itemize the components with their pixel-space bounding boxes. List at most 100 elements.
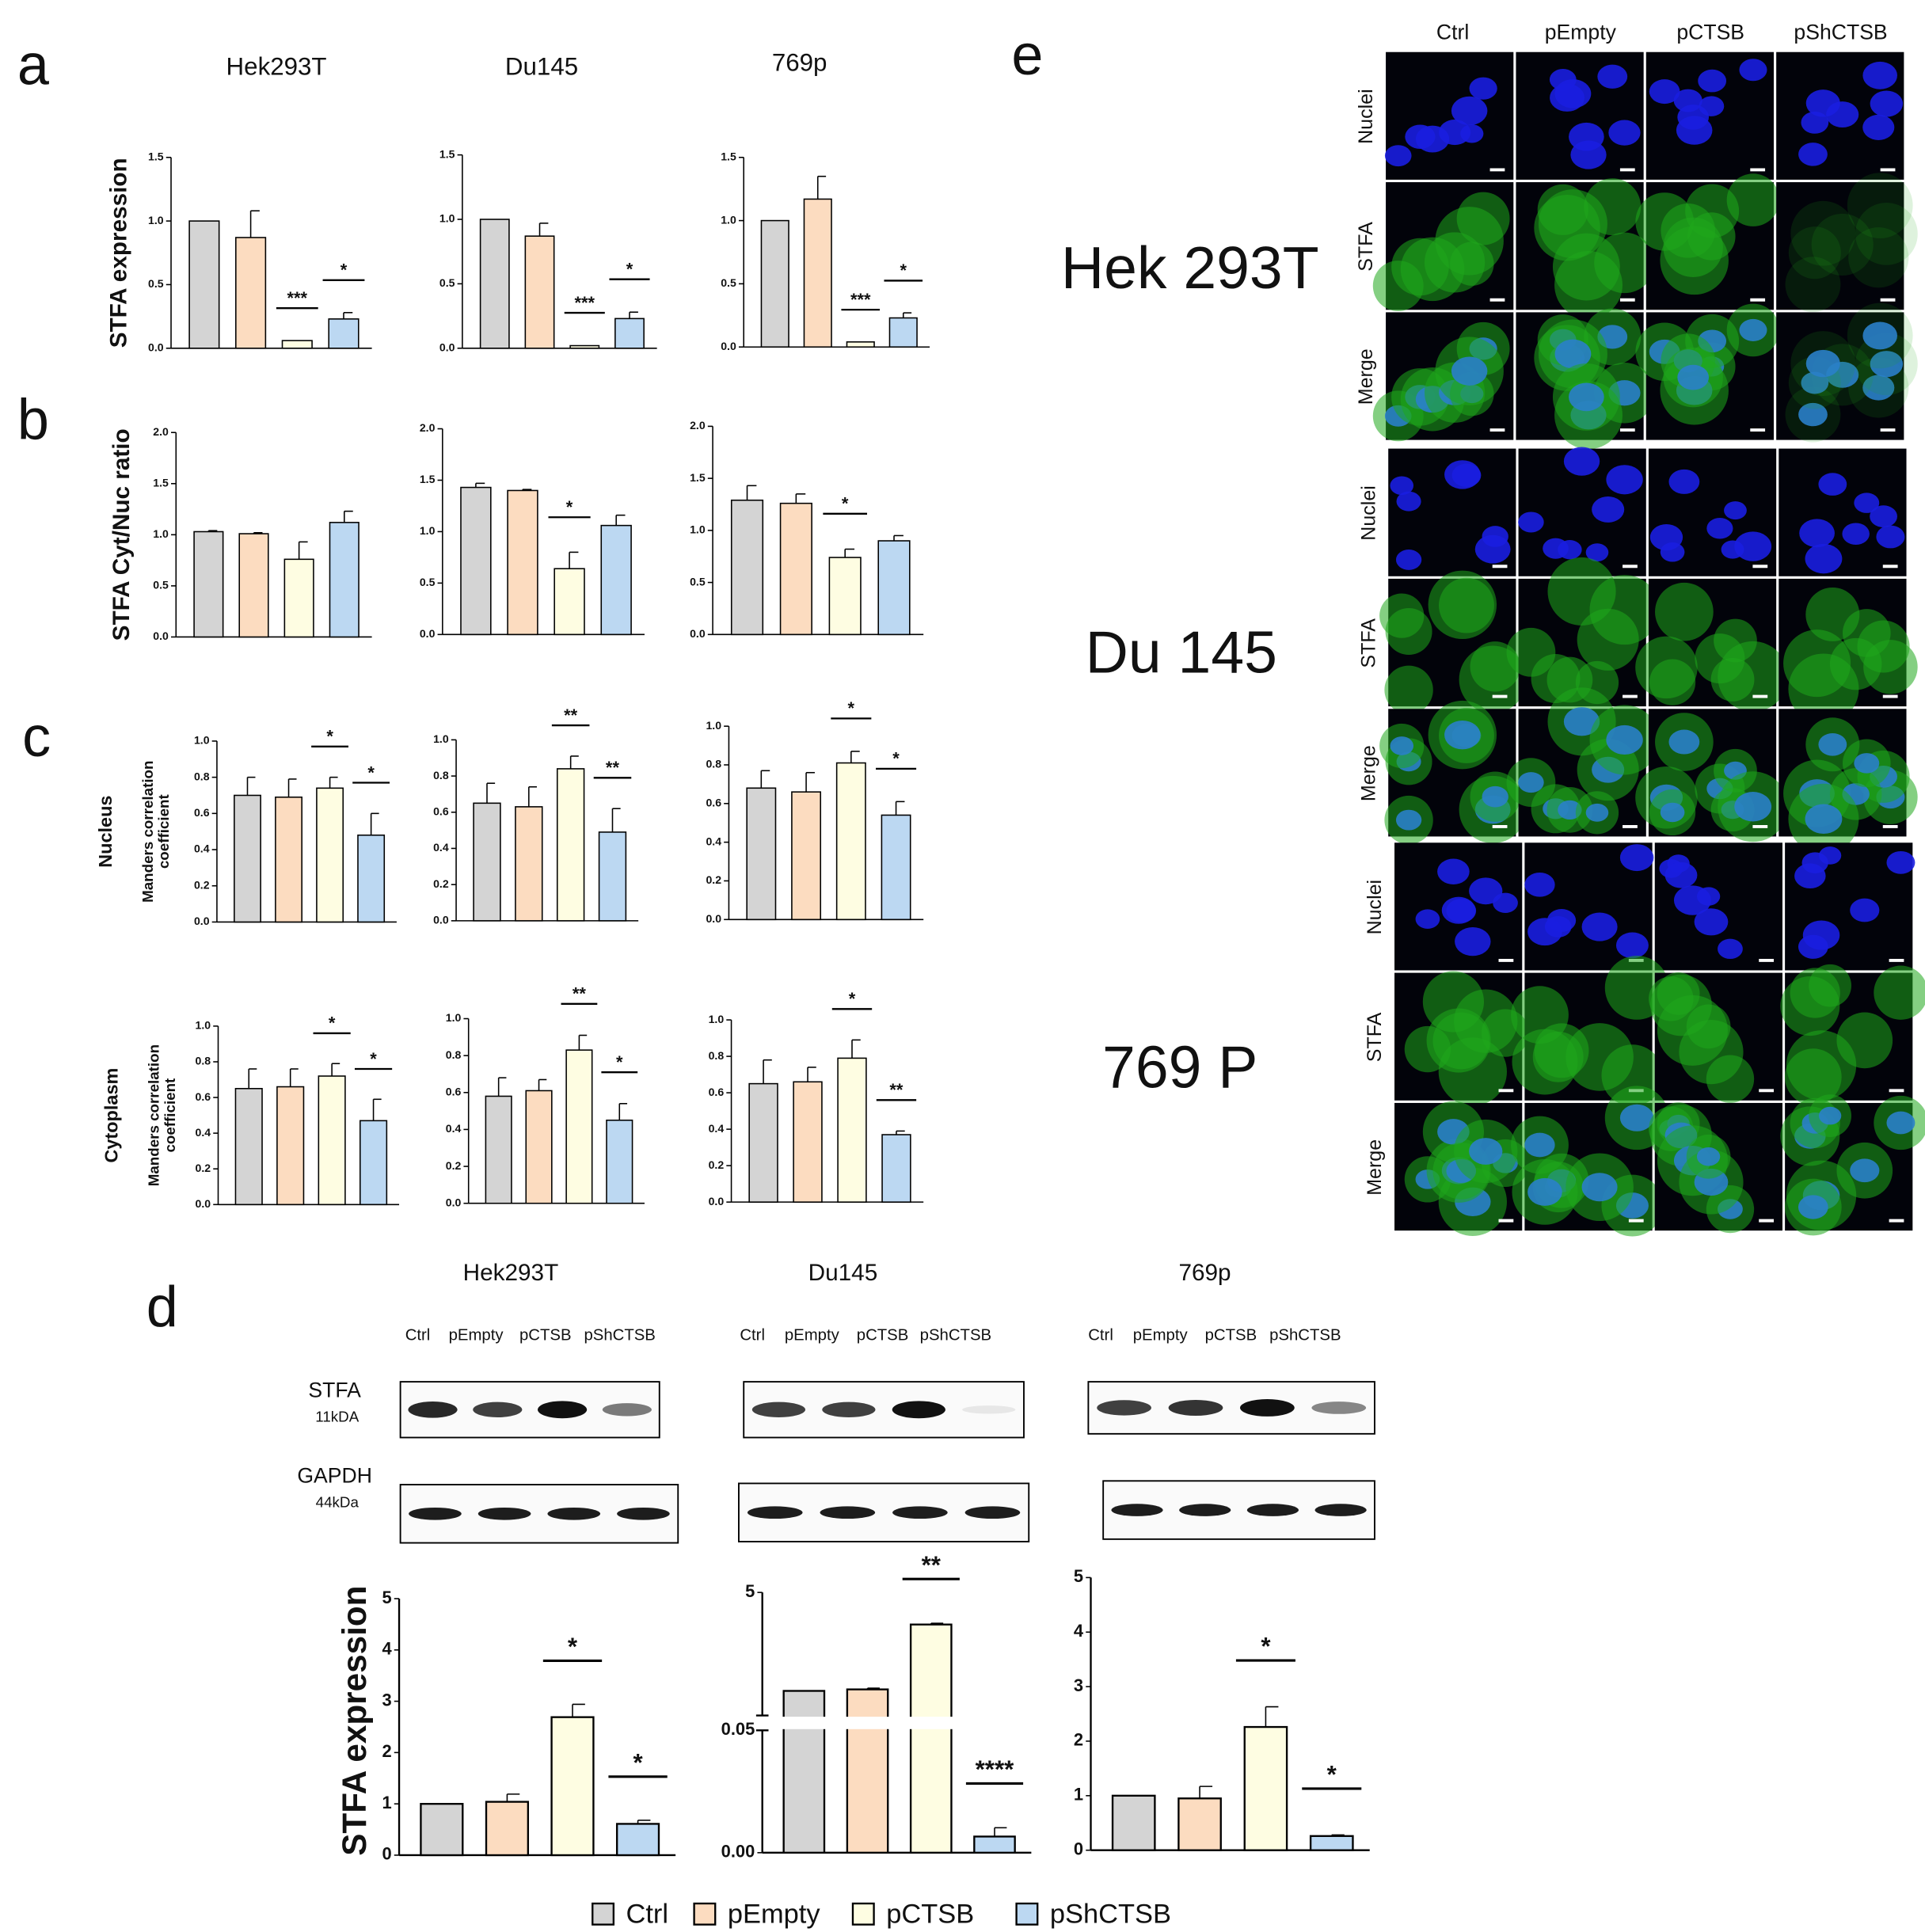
stain-blue: [1668, 469, 1700, 494]
stain-blue: [1518, 512, 1544, 533]
column-label: pShCTSB: [1794, 20, 1887, 44]
stain-blue: [1818, 473, 1847, 496]
legend-label: pCTSB: [886, 1900, 974, 1930]
lane-label: pShCTSB: [584, 1327, 655, 1344]
y-tick-label: 0.2: [194, 878, 210, 891]
error-bar: [569, 755, 579, 769]
error-bar: [506, 1793, 520, 1802]
stain-blue: [1444, 720, 1481, 750]
stain-blue: [1850, 1158, 1880, 1183]
channel-label: Merge: [1364, 1139, 1386, 1196]
y-tick-label: 0.8: [194, 770, 210, 782]
legend-swatch: [592, 1902, 615, 1926]
bar: [881, 814, 911, 921]
bar: [420, 1802, 464, 1857]
stain-blue: [1694, 908, 1729, 936]
micrograph: [1379, 700, 1527, 845]
y-tick-label: 0.6: [706, 797, 721, 809]
error-bar: [618, 1103, 628, 1120]
y-tick-label: 0.5: [420, 576, 436, 588]
bar: [835, 762, 866, 921]
y-tick-label: 1: [382, 1793, 391, 1812]
blot-band: [409, 1507, 462, 1520]
stain-blue: [1396, 491, 1421, 512]
error-bar: [902, 312, 912, 318]
stain-blue: [1854, 753, 1880, 774]
stain-blue: [1805, 804, 1843, 835]
y-tick-label: 0.2: [706, 873, 721, 886]
error-bar: [572, 1703, 585, 1717]
stain-blue: [1581, 1173, 1618, 1202]
channel-label: Nuclei: [1364, 880, 1386, 935]
error-bar: [249, 210, 260, 238]
blot-size-label: 44kDa: [316, 1493, 360, 1510]
bar: [760, 219, 789, 348]
stain-blue: [1854, 493, 1880, 513]
stain-blue: [1870, 505, 1897, 528]
micrograph: [1384, 51, 1514, 180]
stain-blue: [1850, 898, 1880, 922]
micrograph: [1776, 51, 1904, 180]
cell-line-label: Hek 293T: [1061, 234, 1319, 301]
stain-green: [1589, 575, 1660, 645]
y-tick-label: 0.5: [439, 276, 455, 289]
micrograph: [1779, 709, 1918, 854]
y-tick-label: 1.0: [433, 732, 449, 745]
stain-blue: [1395, 809, 1422, 831]
y-tick-label: 1.0: [194, 734, 210, 747]
bar: [746, 787, 777, 921]
blot-band: [408, 1401, 458, 1418]
significance-label: **: [889, 1080, 904, 1100]
error-bar: [896, 1130, 905, 1135]
micrograph: [1776, 173, 1918, 313]
lane-label: Ctrl: [405, 1327, 431, 1344]
stain-blue: [1818, 846, 1842, 865]
blot-size-label: 11kDA: [315, 1408, 359, 1424]
bar: [1309, 1835, 1354, 1851]
bar: [846, 341, 875, 348]
stain-blue: [1660, 542, 1685, 562]
blot-band: [892, 1506, 948, 1519]
y-tick-label: 1.5: [721, 150, 736, 162]
lane-label: Ctrl: [1088, 1327, 1113, 1344]
y-tick-label: 0.5: [690, 575, 706, 588]
stain-green: [1512, 1029, 1578, 1095]
y-tick-label: 2: [382, 1741, 391, 1761]
stain-green: [1784, 1048, 1842, 1105]
blot-band: [964, 1506, 1021, 1519]
column-label: pCTSB: [1676, 20, 1744, 44]
y-axis-label: STFA expression: [106, 158, 132, 348]
group-label: Cytoplasm: [101, 1068, 122, 1163]
significance-label: *: [340, 261, 348, 280]
stain-blue: [1842, 523, 1870, 546]
stain-blue: [1805, 89, 1840, 117]
stain-blue: [1649, 79, 1680, 105]
bar: [485, 1095, 512, 1204]
stain-blue: [1799, 519, 1835, 548]
stain-blue: [1592, 496, 1625, 523]
y-axis-label: Manders correlation: [139, 761, 156, 903]
significance-label: *: [842, 494, 849, 514]
y-axis-label: STFA Cyt/Nuc ratio: [108, 428, 135, 641]
bar: [357, 834, 386, 923]
y-tick-label: 0.0: [706, 912, 721, 925]
y-tick-label: 0.8: [446, 1048, 462, 1061]
error-bar: [329, 776, 338, 789]
panel-label: d: [146, 1276, 178, 1339]
stain-blue: [1460, 124, 1484, 143]
micrograph: [1394, 1101, 1530, 1236]
panel-label: c: [22, 705, 51, 769]
stain-blue: [1606, 465, 1643, 495]
y-tick-label: 1.0: [709, 1013, 725, 1025]
bar: [281, 340, 313, 349]
error-bar: [629, 311, 638, 319]
bar: [846, 1688, 889, 1854]
error-bar: [760, 770, 770, 789]
stain-blue: [1608, 120, 1641, 146]
bar: [507, 489, 538, 636]
y-tick-label: 2: [1074, 1730, 1083, 1750]
channel-label: Nuclei: [1355, 89, 1377, 144]
micrograph: [1779, 578, 1918, 724]
stain-blue: [1451, 96, 1488, 126]
blot-band: [473, 1401, 523, 1418]
